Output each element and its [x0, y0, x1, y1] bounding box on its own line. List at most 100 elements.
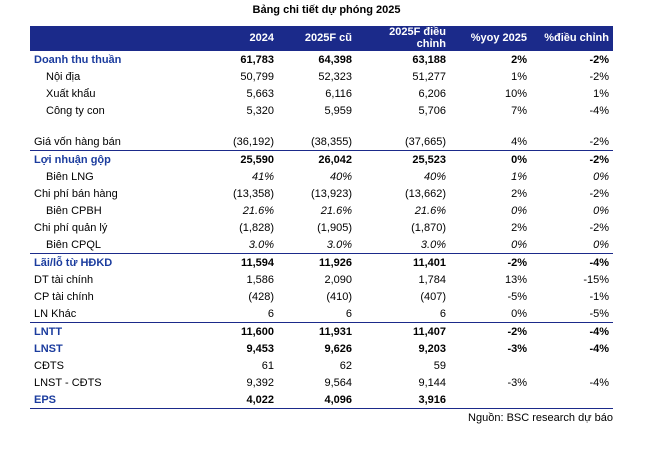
cell-yoy: 1%: [511, 70, 527, 83]
cell-2025f-old: 6,116: [325, 87, 352, 100]
row-label: Chi phí quản lý: [34, 221, 108, 234]
table-row: CĐTS 61 62 59: [30, 357, 613, 374]
cell-adjustment: -4%: [589, 104, 609, 117]
cell-2025f-adjusted: 5,706: [418, 104, 446, 117]
cell-adjustment: -15%: [583, 273, 609, 286]
cell-adjustment: -1%: [589, 290, 609, 303]
cell-2025f-old: 21.6%: [320, 204, 352, 217]
table-row: LNTT 11,600 11,931 11,407 -2% -4%: [30, 322, 613, 340]
cell-adjustment: [531, 357, 613, 374]
cell-yoy: [450, 357, 531, 374]
cell-2025f-old: 11,931: [278, 322, 356, 340]
table-row: Chi phí bán hàng (13,358) (13,923) (13,6…: [30, 185, 613, 202]
cell-2025f-adjusted: 59: [433, 359, 446, 372]
row-label: CP tài chính: [34, 290, 94, 303]
row-label: Biên LNG: [46, 170, 94, 183]
cell-yoy: 2%: [511, 221, 527, 234]
cell-2025f-old: 52,323: [318, 70, 352, 83]
cell-2025f-old: 40%: [329, 170, 352, 183]
cell-2024: 11,600: [198, 322, 278, 340]
cell-2024: 5,663: [246, 87, 274, 100]
cell-2025f-old: 9,564: [324, 376, 352, 389]
cell-adjustment: -2%: [589, 187, 609, 200]
cell-2024: 21.6%: [242, 204, 274, 217]
cell-2024: (1,828): [239, 221, 274, 234]
cell-2024: 5,320: [246, 104, 274, 117]
cell-2024: 3.0%: [248, 238, 274, 251]
cell-yoy: 0%: [511, 204, 527, 217]
row-label: DT tài chính: [34, 273, 94, 286]
cell-yoy: -3%: [507, 376, 527, 389]
row-label: Nội địa: [46, 70, 81, 83]
cell-2024: 61,783: [240, 53, 274, 66]
cell-2025f-old: (410): [326, 290, 352, 303]
cell-adjustment: 0%: [593, 238, 609, 251]
cell-2025f-adjusted: 11,407: [356, 322, 450, 340]
row-label: Chi phí bán hàng: [34, 187, 118, 200]
cell-2025f-old: 9,626: [324, 342, 352, 355]
cell-2024: 9,453: [246, 342, 274, 355]
cell-2025f-adjusted: 63,188: [412, 53, 446, 66]
table-row: Biên CPBH 21.6% 21.6% 21.6% 0% 0%: [30, 202, 613, 219]
row-label: LNTT: [30, 322, 198, 340]
cell-2025f-adjusted: 40%: [423, 170, 446, 183]
cell-adjustment: -4%: [531, 253, 613, 271]
header-row: 2024 2025F cũ 2025F điều chỉnh %yoy 2025…: [30, 26, 613, 51]
cell-2025f-old: 64,398: [318, 53, 352, 66]
cell-2024: 50,799: [240, 70, 274, 83]
cell-yoy: -2%: [450, 322, 531, 340]
cell-2024: (36,192): [233, 135, 274, 148]
cell-2025f-adjusted: 25,523: [356, 150, 450, 168]
table-row: Biên CPQL 3.0% 3.0% 3.0% 0% 0%: [30, 236, 613, 254]
row-label: EPS: [30, 391, 198, 409]
cell-adjustment: -2%: [589, 221, 609, 234]
table-row: DT tài chính 1,586 2,090 1,784 13% -15%: [30, 271, 613, 288]
cell-2025f-adjusted: 1,784: [418, 273, 446, 286]
cell-2025f-adjusted: 9,144: [418, 376, 446, 389]
cell-2025f-adjusted: (13,662): [405, 187, 446, 200]
cell-2024: 61: [261, 359, 274, 372]
cell-yoy: 2%: [511, 53, 527, 66]
cell-yoy: 1%: [511, 170, 527, 183]
table-row: LN Khác 6 6 6 0% -5%: [30, 305, 613, 323]
row-label: Biên CPQL: [46, 238, 102, 251]
cell-adjustment: 1%: [593, 87, 609, 100]
row-label: LNST: [34, 342, 63, 355]
cell-2025f-old: (13,923): [311, 187, 352, 200]
table-row: LNST - CĐTS 9,392 9,564 9,144 -3% -4%: [30, 374, 613, 391]
table-row: Doanh thu thuần 61,783 64,398 63,188 2% …: [30, 51, 613, 69]
cell-2025f-adjusted: 9,203: [418, 342, 446, 355]
cell-yoy: 10%: [504, 87, 527, 100]
cell-2024: 9,392: [246, 376, 274, 389]
cell-2024: 1,586: [246, 273, 274, 286]
row-label: Doanh thu thuần: [34, 53, 122, 66]
col-header-2024: 2024: [198, 26, 278, 51]
cell-yoy: 4%: [511, 135, 527, 148]
col-header-2025f-old: 2025F cũ: [278, 26, 356, 51]
table-row: Lãi/lỗ từ HĐKD 11,594 11,926 11,401 -2% …: [30, 253, 613, 271]
row-label: Lãi/lỗ từ HĐKD: [30, 253, 198, 271]
cell-adjustment: -4%: [589, 376, 609, 389]
cell-adjustment: -2%: [531, 150, 613, 168]
table-row: Công ty con 5,320 5,959 5,706 7% -4%: [30, 102, 613, 119]
cell-yoy: 0%: [450, 150, 531, 168]
cell-2024: 4,022: [198, 391, 278, 409]
spacer-row: [30, 119, 613, 133]
table-title: Bảng chi tiết dự phóng 2025: [252, 4, 401, 16]
cell-2025f-old: 2,090: [324, 273, 352, 286]
row-label: LN Khác: [34, 307, 77, 320]
cell-2024: 25,590: [198, 150, 278, 168]
cell-2024: 41%: [251, 170, 274, 183]
source-note: Nguồn: BSC research dự báo: [468, 412, 613, 424]
cell-2024: 6: [267, 307, 274, 320]
col-header-adjustment: %điều chỉnh: [531, 26, 613, 51]
cell-2025f-adjusted: 21.6%: [414, 204, 446, 217]
table-row: Lợi nhuận gộp 25,590 26,042 25,523 0% -2…: [30, 150, 613, 168]
cell-2025f-adjusted: 11,401: [356, 253, 450, 271]
table-row: Xuất khẩu 5,663 6,116 6,206 10% 1%: [30, 85, 613, 102]
forecast-table: 2024 2025F cũ 2025F điều chỉnh %yoy 2025…: [30, 26, 613, 409]
cell-2025f-adjusted: (407): [420, 290, 446, 303]
table-row: CP tài chính (428) (410) (407) -5% -1%: [30, 288, 613, 305]
cell-yoy: 0%: [511, 238, 527, 251]
cell-adjustment: -4%: [531, 322, 613, 340]
